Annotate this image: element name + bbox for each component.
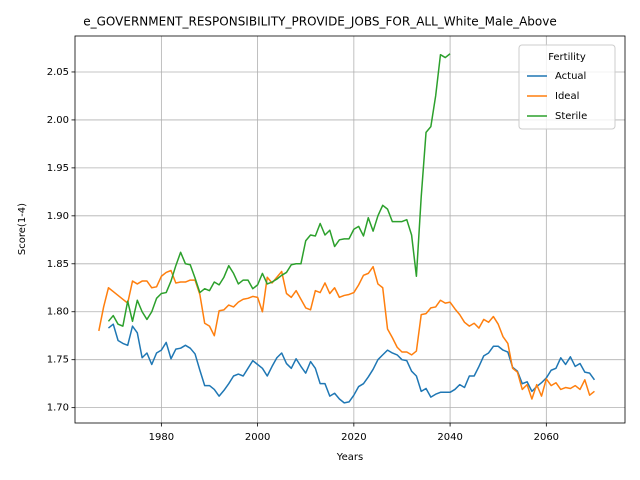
x-tick-label: 2040 xyxy=(437,432,462,443)
y-tick-label: 1.85 xyxy=(47,259,69,270)
legend-title: Fertility xyxy=(548,52,586,63)
legend-label: Sterile xyxy=(555,111,587,122)
legend-box xyxy=(518,44,616,130)
y-tick-label: 1.70 xyxy=(47,403,69,414)
y-tick-label: 1.75 xyxy=(47,355,69,366)
line-series xyxy=(107,53,451,327)
y-axis-label: Score(1-4) xyxy=(17,203,28,255)
y-tick-label: 1.90 xyxy=(47,211,69,222)
x-tick-label: 2020 xyxy=(341,432,366,443)
y-tick-label: 2.05 xyxy=(47,67,69,78)
x-tick-label: 2000 xyxy=(245,432,270,443)
plot-frame xyxy=(74,35,626,424)
line-series xyxy=(107,323,596,404)
legend-label: Ideal xyxy=(555,91,579,102)
line-series xyxy=(98,265,595,400)
legend: Fertility Actual Ideal Sterile xyxy=(518,44,616,130)
chart-title: e_GOVERNMENT_RESPONSIBILITY_PROVIDE_JOBS… xyxy=(83,15,557,29)
legend-label: Actual xyxy=(555,71,586,82)
y-tick-label: 1.80 xyxy=(47,307,69,318)
x-tick-label: 1980 xyxy=(149,432,174,443)
x-tick-label: 2060 xyxy=(534,432,559,443)
x-axis-label: Years xyxy=(336,452,363,463)
y-tick-label: 2.00 xyxy=(47,115,69,126)
y-tick-label: 1.95 xyxy=(47,163,69,174)
